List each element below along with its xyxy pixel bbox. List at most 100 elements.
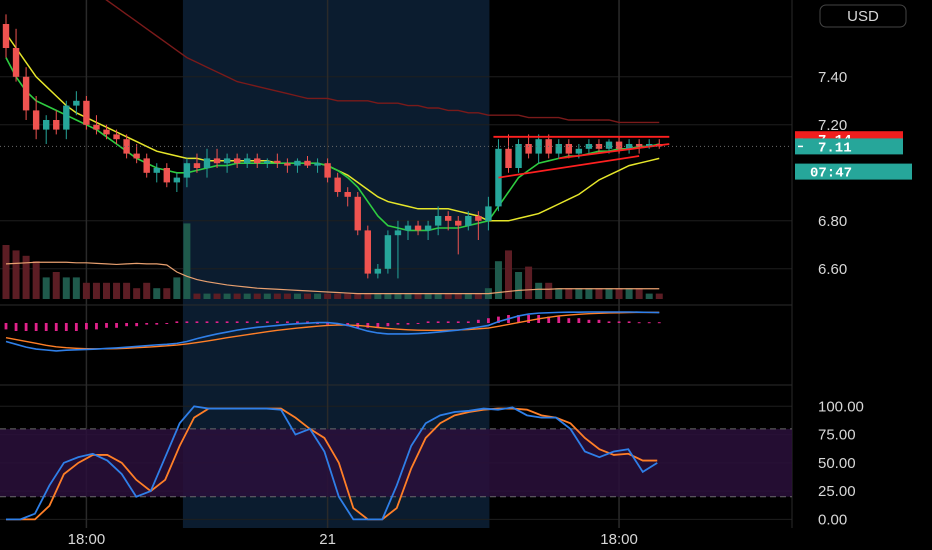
macd-histogram-bar [557,316,561,323]
candle-body [384,235,392,269]
macd-histogram-bar [617,321,621,323]
moving-averages [5,0,660,232]
volume-bar [334,293,342,299]
candle-body [404,225,412,231]
macd-pane [4,311,661,352]
time-tick-label: 21 [319,531,336,548]
volume-ma-line [5,261,660,295]
candle-body [646,144,653,147]
volume-bar [555,288,563,299]
macd-histogram-bar [436,321,440,323]
volume-bar [253,293,261,299]
currency-label: USD [847,8,879,25]
candle-body [374,268,382,274]
macd-histogram-bar [326,323,329,325]
volume-bar [494,261,502,299]
volume-bar [314,293,322,299]
volume-bar [293,293,301,299]
trendlines[interactable] [0,135,792,179]
macd-histogram-bar [547,316,551,323]
volume-bar [324,293,332,299]
candle-body [223,158,231,164]
stochastic-axis[interactable]: 100.00 75.00 50.00 25.00 0.00 [818,398,864,528]
volume-bar [404,293,412,299]
macd-histogram-bar [446,321,450,323]
volume-bar [515,272,523,299]
volume-bar [625,288,633,299]
macd-histogram-bar [517,315,520,323]
candle-body [43,120,50,130]
price-axis[interactable]: 7.40 7.20 6.80 6.60 [818,69,847,278]
candle-body [605,141,613,149]
macd-line [5,311,660,352]
currency-button[interactable]: USD [819,4,907,28]
macd-histogram-bar [567,318,571,323]
volume-bar [52,272,60,299]
price-tag-label: 7.11 [818,140,852,156]
macd-histogram-bar [316,323,319,324]
macd-histogram-bar [165,323,169,324]
macd-histogram-bar [597,319,601,323]
candle-body [565,144,572,154]
candle-body [53,120,60,130]
volume-bar [193,293,201,299]
volume-bar [525,266,533,299]
candle-body [173,177,181,183]
volume-bar [32,261,40,299]
macd-histogram-bar [175,321,179,323]
macd-histogram-bar [24,323,28,331]
volume-bar [474,293,482,299]
volume-bar [615,288,623,299]
macd-histogram-bar [386,323,390,327]
candle-body [143,158,150,173]
candle-body [455,220,462,226]
macd-histogram-bar [105,323,108,328]
time-tick-label: 18:00 [600,531,638,548]
price-tick-label: 7.20 [818,117,847,134]
volume-bar [454,293,462,299]
volume-bar [72,277,80,299]
macd-histogram-bar [74,323,78,331]
volume-bar [304,293,311,299]
volume-bar [113,282,121,299]
trendline [498,155,640,179]
macd-histogram-bar [476,319,480,323]
volume-bar [163,288,171,299]
candle-body [485,206,492,221]
stoch-tick-label: 25.00 [818,483,856,500]
volume-bar [103,282,110,299]
candle-body [12,48,20,77]
volume-bar [394,293,402,299]
stoch-tick-label: 50.00 [818,455,856,472]
candle-body [123,139,130,154]
candle-body [213,158,221,164]
time-axis[interactable]: 18:00 21 18:00 [68,531,638,548]
candle-body [153,168,160,173]
ema-fast-line [5,57,660,232]
macd-histogram-bar [366,323,370,328]
macd-histogram-bar [255,321,259,323]
candle-body [93,124,100,130]
macd-histogram-bar [527,315,530,323]
candle-body [83,100,90,125]
macd-histogram-bar [135,323,139,327]
macd-histogram-bar [396,323,400,325]
volume-bar [655,293,663,299]
candle-body [284,163,291,166]
candle-body [103,129,110,135]
macd-histogram-bar [406,323,410,325]
candle-body [274,160,281,164]
macd-histogram-bar [296,321,299,323]
volume-bar [183,223,191,299]
candle-body [635,144,643,147]
candle-body [183,163,191,178]
macd-histogram-bar [306,321,309,323]
macd-histogram-bar [286,321,289,323]
price-tag-bg [795,138,903,155]
volume-bar [62,277,70,299]
volume-bar [203,293,211,299]
candle-body [22,76,30,111]
candle-body [424,225,432,231]
macd-histogram-bar [64,323,68,331]
